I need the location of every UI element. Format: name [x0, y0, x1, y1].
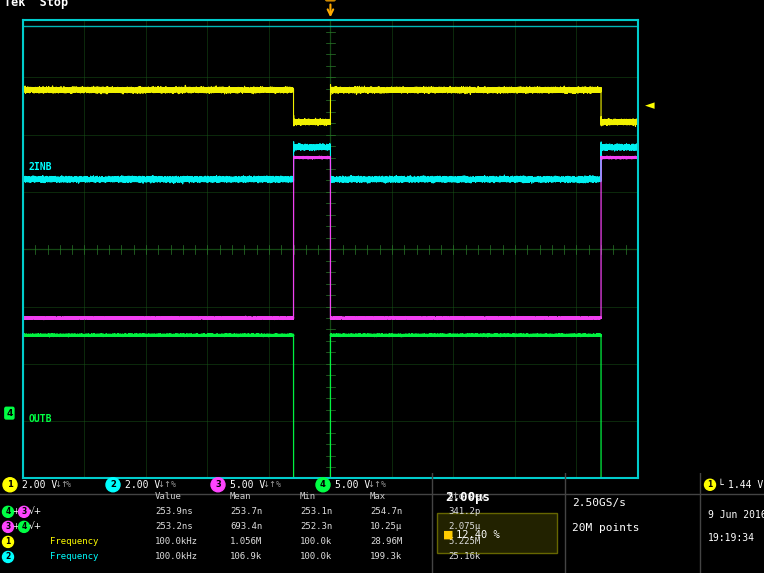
Circle shape	[18, 521, 30, 532]
Text: 1: 1	[5, 537, 11, 547]
Text: 252.3n: 252.3n	[300, 523, 332, 531]
Text: 28.96M: 28.96M	[370, 537, 403, 547]
Text: 2.00 V: 2.00 V	[125, 480, 160, 490]
Circle shape	[106, 478, 120, 492]
Text: ↓↑: ↓↑	[262, 480, 276, 489]
FancyBboxPatch shape	[437, 513, 557, 553]
Text: %: %	[171, 480, 176, 489]
Text: ↓↑: ↓↑	[157, 480, 171, 489]
Text: 100.0kHz: 100.0kHz	[155, 537, 198, 547]
Text: 100.0k: 100.0k	[300, 552, 332, 562]
Text: 253.2ns: 253.2ns	[155, 523, 193, 531]
Text: 10.25μ: 10.25μ	[370, 523, 403, 531]
Text: 1: 1	[7, 480, 13, 489]
Text: 4: 4	[6, 409, 12, 418]
Text: Frequency: Frequency	[50, 537, 99, 547]
Circle shape	[316, 478, 330, 492]
Text: 100.0kHz: 100.0kHz	[155, 552, 198, 562]
Text: Mean: Mean	[230, 492, 251, 501]
Text: %: %	[66, 480, 71, 489]
Text: 19:19:34: 19:19:34	[708, 533, 755, 543]
Circle shape	[211, 478, 225, 492]
Text: 253.7n: 253.7n	[230, 507, 262, 516]
Text: 100.0k: 100.0k	[300, 537, 332, 547]
Text: 253.1n: 253.1n	[300, 507, 332, 516]
Text: %: %	[276, 480, 281, 489]
Text: Max: Max	[370, 492, 386, 501]
Text: 5.00 V: 5.00 V	[230, 480, 265, 490]
Text: 3: 3	[215, 480, 221, 489]
Text: Value: Value	[155, 492, 182, 501]
Text: 106.9k: 106.9k	[230, 552, 262, 562]
Text: Tek  Stop: Tek Stop	[5, 0, 69, 9]
Text: 199.3k: 199.3k	[370, 552, 403, 562]
Text: 693.4n: 693.4n	[230, 523, 262, 531]
Circle shape	[18, 507, 30, 517]
Text: 3: 3	[21, 507, 27, 516]
Text: 2: 2	[110, 480, 116, 489]
Text: 1: 1	[707, 480, 713, 489]
Text: 5.225M: 5.225M	[448, 537, 481, 547]
Text: 2.075μ: 2.075μ	[448, 523, 481, 531]
Text: 4: 4	[21, 523, 27, 531]
Circle shape	[2, 551, 14, 563]
Text: 1.056M: 1.056M	[230, 537, 262, 547]
Text: 253.9ns: 253.9ns	[155, 507, 193, 516]
Text: 341.2p: 341.2p	[448, 507, 481, 516]
Text: 2: 2	[5, 552, 11, 562]
Text: 2.00μs: 2.00μs	[445, 491, 490, 504]
Circle shape	[2, 536, 14, 547]
Text: 20M points: 20M points	[572, 523, 639, 533]
Text: 25.16k: 25.16k	[448, 552, 481, 562]
Text: 2.00 V: 2.00 V	[22, 480, 57, 490]
Text: 12.40 %: 12.40 %	[456, 530, 500, 540]
Text: 2INB: 2INB	[28, 162, 52, 172]
Text: 5.00 V: 5.00 V	[335, 480, 371, 490]
Text: ◄: ◄	[646, 100, 655, 112]
Text: OUTB: OUTB	[28, 414, 52, 424]
Circle shape	[2, 507, 14, 517]
Circle shape	[704, 479, 716, 490]
Text: Frequency: Frequency	[50, 552, 99, 562]
Text: Std Dev: Std Dev	[448, 492, 486, 501]
Text: 3: 3	[5, 523, 11, 531]
Circle shape	[3, 478, 17, 492]
Text: 4: 4	[320, 480, 326, 489]
Text: 4: 4	[5, 507, 11, 516]
Text: Min: Min	[300, 492, 316, 501]
Text: 9 Jun 2016: 9 Jun 2016	[708, 510, 764, 520]
Text: ↓↑: ↓↑	[367, 480, 381, 489]
Text: %: %	[381, 480, 386, 489]
Text: +: +	[12, 523, 19, 531]
Text: √+: √+	[28, 507, 41, 516]
Circle shape	[2, 521, 14, 532]
Text: 2.50GS/s: 2.50GS/s	[572, 498, 626, 508]
Text: 1.44 V: 1.44 V	[728, 480, 763, 490]
Text: └: └	[718, 480, 724, 490]
Text: 254.7n: 254.7n	[370, 507, 403, 516]
Text: ↓↑: ↓↑	[54, 480, 68, 489]
Text: ■: ■	[443, 530, 454, 540]
Text: +: +	[12, 507, 19, 516]
Text: √+: √+	[28, 523, 41, 531]
